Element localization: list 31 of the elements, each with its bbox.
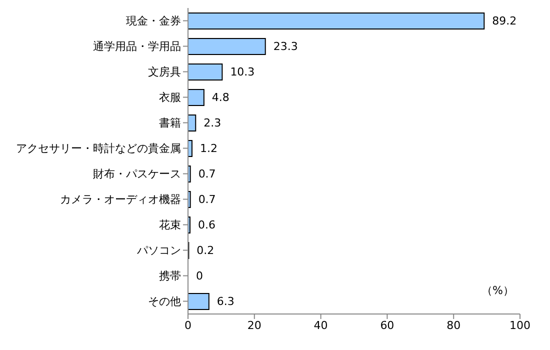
y-tick-label: パソコン xyxy=(136,244,181,258)
annotation: （%） xyxy=(482,283,514,298)
x-tick-label: 100 xyxy=(510,318,530,332)
y-tick-label: その他 xyxy=(148,295,181,308)
x-tick-label: 20 xyxy=(247,318,262,332)
y-tick-label: 通学用品・学用品 xyxy=(93,40,181,54)
y-tick-label: 文房具 xyxy=(148,66,181,79)
y-tick-label: カメラ・オーディオ機器 xyxy=(60,193,181,206)
data-label: 6.3 xyxy=(216,295,234,308)
y-tick-label: 財布・パスケース xyxy=(93,168,181,181)
x-tick-label: 40 xyxy=(314,318,328,332)
data-label: 23.3 xyxy=(273,40,298,54)
data-label: 4.8 xyxy=(212,91,230,104)
data-label: 0.6 xyxy=(198,218,216,232)
x-tick-label: 60 xyxy=(380,318,394,332)
data-label: 0.7 xyxy=(198,168,216,181)
y-tick-label: 花束 xyxy=(159,218,181,232)
y-tick-label: 衣服 xyxy=(159,91,181,104)
data-label: 0.2 xyxy=(196,244,214,258)
data-label: 0 xyxy=(196,270,203,283)
data-label: 89.2 xyxy=(492,14,517,28)
y-tick-label: 携帯 xyxy=(159,270,181,283)
data-label: 0.7 xyxy=(198,193,216,206)
data-label: 10.3 xyxy=(230,66,255,79)
x-tick-label: 0 xyxy=(184,318,192,332)
y-tick-label: 書籍 xyxy=(159,116,181,130)
data-label: 2.3 xyxy=(204,116,222,130)
x-tick-label: 80 xyxy=(446,318,461,332)
y-tick-label: アクセサリー・時計などの貴金属 xyxy=(16,142,181,156)
y-tick-label: 現金・金券 xyxy=(126,14,181,28)
data-label: 1.2 xyxy=(200,142,218,156)
